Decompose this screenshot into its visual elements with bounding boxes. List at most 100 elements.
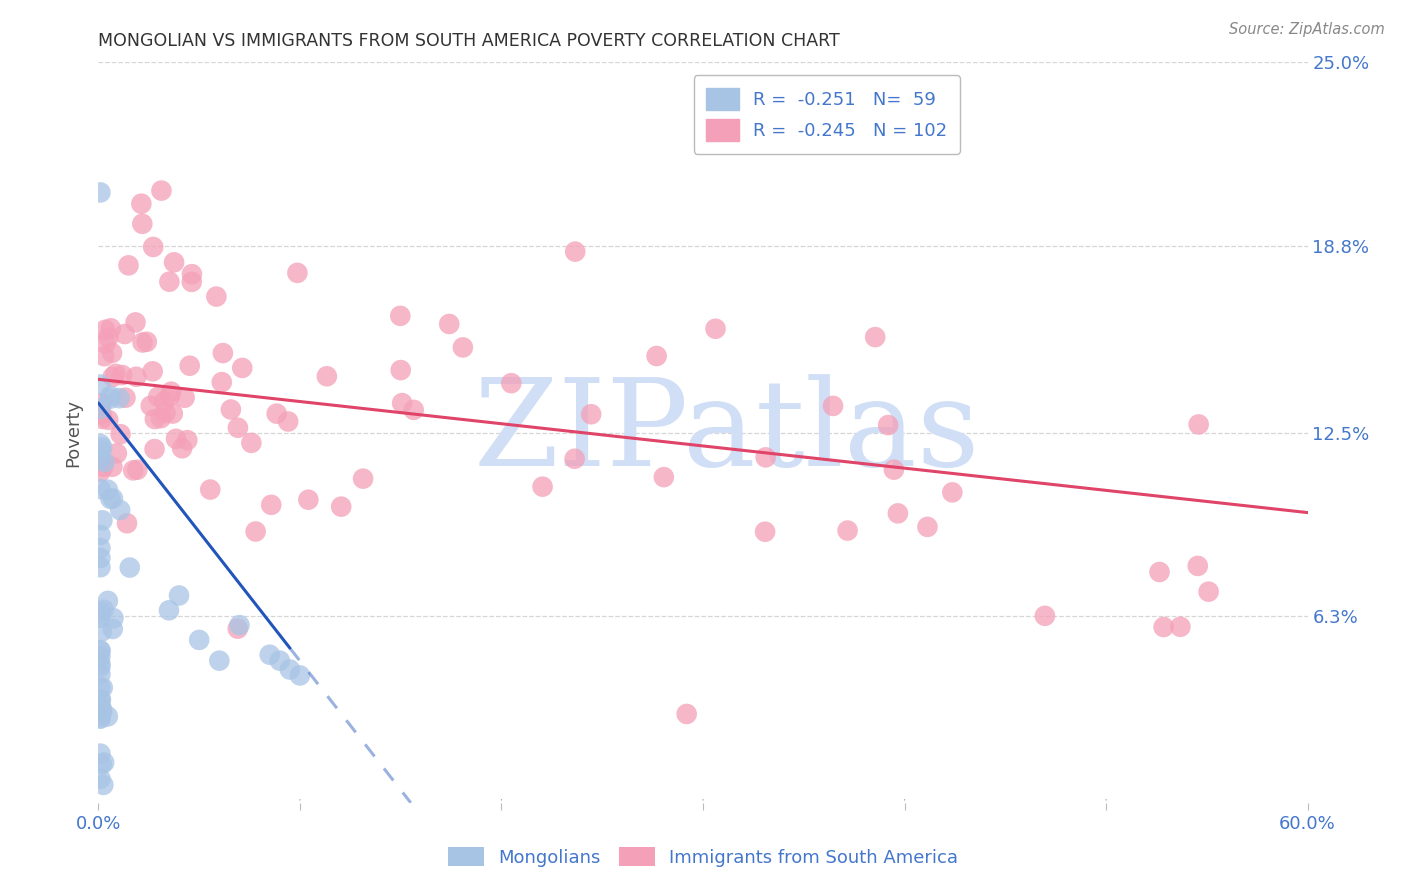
Point: [352, 472, 374, 486]
Point: [108, 391, 131, 405]
Point: [389, 309, 412, 323]
Point: [173, 391, 195, 405]
Point: [97, 483, 120, 497]
Point: [89, 772, 111, 786]
Point: [162, 407, 184, 421]
Point: [93, 778, 115, 792]
Point: [437, 317, 460, 331]
Point: [1149, 565, 1171, 579]
Point: [94, 323, 117, 337]
Point: [391, 396, 413, 410]
Point: [91, 702, 114, 716]
Point: [124, 315, 146, 329]
Point: [148, 390, 170, 404]
Point: [176, 433, 198, 447]
Point: [110, 427, 132, 442]
Y-axis label: Poverty: Poverty: [65, 399, 83, 467]
Point: [172, 442, 194, 456]
Point: [287, 266, 309, 280]
Point: [531, 480, 554, 494]
Point: [212, 346, 235, 360]
Point: [167, 589, 190, 603]
Point: [887, 507, 910, 521]
Point: [101, 491, 124, 506]
Point: [180, 267, 202, 281]
Point: [97, 413, 120, 427]
Point: [97, 709, 120, 723]
Point: [755, 450, 778, 465]
Point: [1170, 620, 1192, 634]
Point: [111, 368, 134, 382]
Point: [180, 275, 202, 289]
Point: [226, 622, 249, 636]
Point: [150, 184, 173, 198]
Point: [266, 407, 288, 421]
Point: [131, 217, 153, 231]
Point: [115, 516, 138, 531]
Point: [89, 443, 111, 458]
Point: [877, 418, 900, 433]
Point: [89, 660, 111, 674]
Point: [917, 520, 939, 534]
Point: [142, 364, 165, 378]
Point: [97, 594, 120, 608]
Point: [89, 747, 111, 761]
Point: [277, 415, 299, 429]
Text: MONGOLIAN VS IMMIGRANTS FROM SOUTH AMERICA POVERTY CORRELATION CHART: MONGOLIAN VS IMMIGRANTS FROM SOUTH AMERI…: [98, 32, 841, 50]
Point: [1198, 584, 1220, 599]
Point: [98, 392, 121, 406]
Point: [143, 412, 166, 426]
Point: [93, 603, 115, 617]
Point: [89, 649, 111, 664]
Point: [91, 681, 114, 695]
Point: [228, 618, 250, 632]
Point: [278, 663, 301, 677]
Point: [89, 541, 111, 555]
Point: [93, 455, 115, 469]
Point: [245, 524, 267, 539]
Text: Source: ZipAtlas.com: Source: ZipAtlas.com: [1229, 22, 1385, 37]
Point: [89, 667, 111, 681]
Legend: R =  -0.251   N=  59, R =  -0.245   N = 102: R = -0.251 N= 59, R = -0.245 N = 102: [693, 75, 960, 153]
Point: [139, 399, 162, 413]
Point: [402, 402, 425, 417]
Point: [103, 611, 125, 625]
Point: [91, 441, 114, 455]
Point: [89, 482, 111, 496]
Point: [330, 500, 353, 514]
Point: [93, 349, 115, 363]
Point: [89, 437, 111, 451]
Point: [645, 349, 668, 363]
Point: [125, 369, 148, 384]
Point: [89, 712, 111, 726]
Point: [211, 375, 233, 389]
Point: [100, 491, 122, 506]
Point: [163, 255, 186, 269]
Point: [179, 359, 201, 373]
Point: [501, 376, 523, 391]
Point: [389, 363, 412, 377]
Point: [259, 648, 281, 662]
Point: [883, 463, 905, 477]
Point: [240, 435, 263, 450]
Point: [1033, 608, 1056, 623]
Point: [89, 681, 111, 695]
Point: [153, 394, 176, 409]
Point: [89, 644, 111, 658]
Point: [89, 528, 111, 542]
Point: [90, 692, 112, 706]
Point: [165, 432, 187, 446]
Point: [89, 692, 111, 706]
Point: [579, 407, 602, 421]
Point: [704, 322, 727, 336]
Point: [160, 384, 183, 399]
Point: [104, 367, 127, 381]
Point: [91, 513, 114, 527]
Point: [100, 321, 122, 335]
Point: [208, 654, 231, 668]
Point: [297, 492, 319, 507]
Point: [114, 326, 136, 341]
Point: [93, 756, 115, 770]
Point: [127, 463, 149, 477]
Point: [89, 643, 111, 657]
